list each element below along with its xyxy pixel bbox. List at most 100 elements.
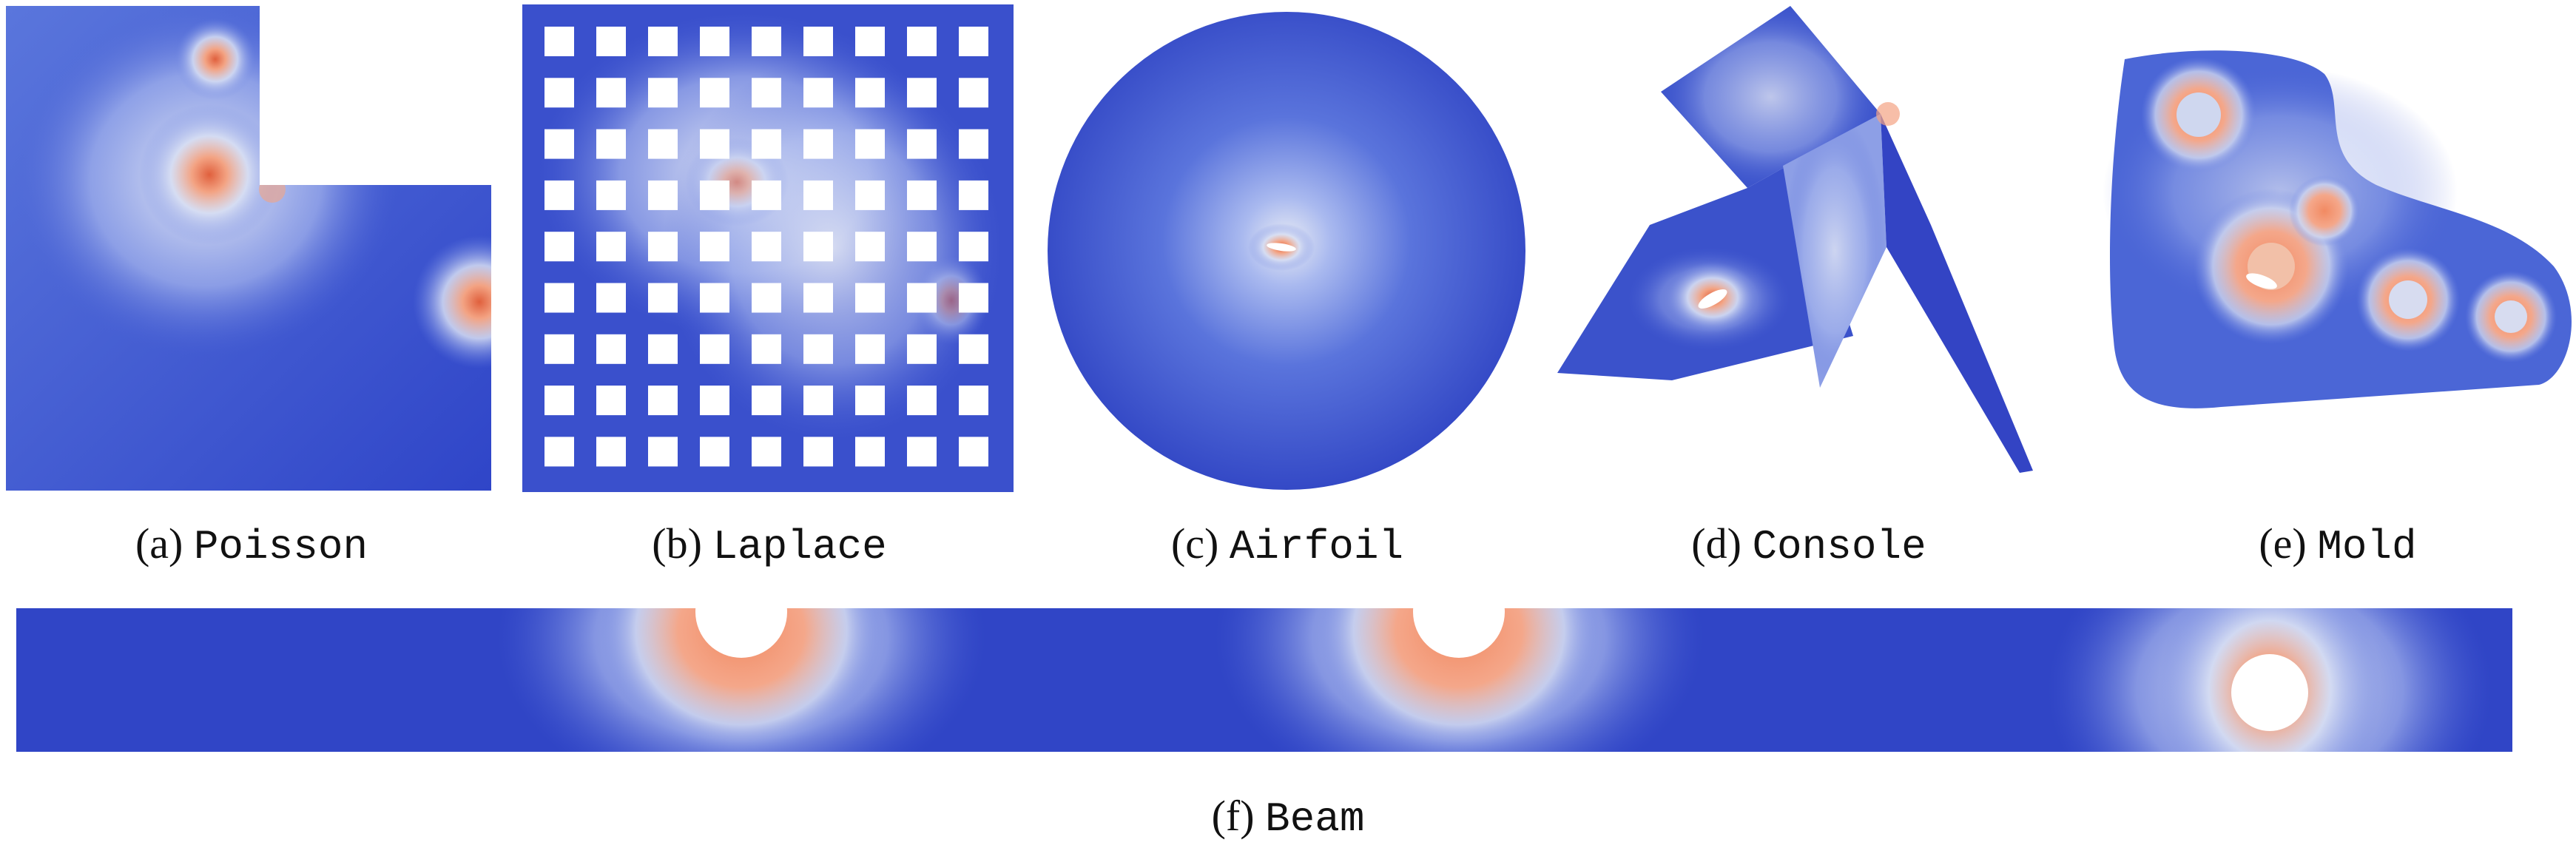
laplace-hole [596, 180, 626, 210]
laplace-hole [803, 437, 833, 467]
laplace-hole [959, 437, 988, 467]
laplace-hole [544, 283, 574, 313]
laplace-hole [855, 129, 885, 159]
laplace-hole [596, 437, 626, 467]
laplace-hole [855, 78, 885, 108]
panel-laplace-plot [522, 4, 1014, 492]
laplace-hole [700, 78, 729, 108]
laplace-hole [648, 283, 678, 313]
laplace-hole [855, 27, 885, 56]
laplace-hole [803, 386, 833, 416]
laplace-hole [648, 129, 678, 159]
laplace-hole [544, 27, 574, 56]
caption-d-name: Console [1752, 523, 1926, 571]
caption-e: (e) Mold [2182, 522, 2493, 568]
laplace-hole [700, 334, 729, 364]
laplace-hole [855, 386, 885, 416]
console-field [1557, 6, 2033, 473]
laplace-hole [803, 129, 833, 159]
laplace-hole [907, 386, 937, 416]
laplace-hole [648, 334, 678, 364]
laplace-hole [803, 232, 833, 262]
laplace-hole [596, 78, 626, 108]
laplace-hole [803, 283, 833, 313]
laplace-hole [855, 437, 885, 467]
laplace-hole [596, 27, 626, 56]
caption-f: (f) Beam [1133, 792, 1443, 841]
laplace-hole [959, 232, 988, 262]
laplace-hole [907, 232, 937, 262]
laplace-hole [544, 386, 574, 416]
caption-d: (d) Console [1653, 522, 1964, 568]
laplace-hole [544, 437, 574, 467]
laplace-hole [700, 27, 729, 56]
caption-c-name: Airfoil [1229, 523, 1404, 571]
laplace-hole [700, 437, 729, 467]
laplace-hole [907, 27, 937, 56]
panel-beam-plot [16, 608, 2512, 752]
caption-a-name: Poisson [193, 523, 368, 571]
laplace-holes [544, 27, 988, 467]
panel-mold-plot [2095, 44, 2575, 459]
laplace-hole [596, 232, 626, 262]
caption-f-letter: (f) [1211, 792, 1255, 840]
laplace-hole [803, 180, 833, 210]
laplace-hole [648, 386, 678, 416]
panel-airfoil-plot [1046, 10, 1527, 491]
caption-e-letter: (e) [2259, 519, 2307, 568]
laplace-hole [596, 334, 626, 364]
caption-b-letter: (b) [652, 519, 702, 568]
laplace-hole [959, 334, 988, 364]
caption-b-name: Laplace [712, 523, 887, 571]
laplace-hole [700, 232, 729, 262]
beam-field [16, 608, 2512, 752]
laplace-hole [907, 180, 937, 210]
panel-console-plot [1554, 3, 2034, 477]
caption-b: (b) Laplace [614, 522, 925, 568]
laplace-hole [907, 334, 937, 364]
mold-field [2103, 50, 2572, 408]
laplace-hole [959, 180, 988, 210]
caption-a: (a) Poisson [96, 522, 407, 568]
airfoil-field [1048, 12, 1525, 490]
laplace-hole [803, 78, 833, 108]
laplace-hole [752, 129, 781, 159]
laplace-hole [959, 78, 988, 108]
caption-a-letter: (a) [135, 519, 183, 568]
laplace-hole [959, 129, 988, 159]
laplace-hole [648, 437, 678, 467]
laplace-hole [544, 129, 574, 159]
laplace-hole [648, 180, 678, 210]
laplace-hole [803, 27, 833, 56]
caption-e-name: Mold [2317, 523, 2417, 571]
laplace-hole [907, 129, 937, 159]
laplace-hole [596, 283, 626, 313]
laplace-hole [752, 283, 781, 313]
laplace-hole [855, 232, 885, 262]
laplace-hole [648, 27, 678, 56]
poisson-field [6, 6, 491, 491]
laplace-hole [752, 78, 781, 108]
laplace-hole [700, 180, 729, 210]
panel-poisson-plot [6, 6, 491, 491]
laplace-hole [855, 283, 885, 313]
laplace-hole [855, 334, 885, 364]
laplace-hole [700, 386, 729, 416]
laplace-hole [648, 78, 678, 108]
laplace-hole [752, 334, 781, 364]
laplace-hole [907, 78, 937, 108]
laplace-hole [803, 334, 833, 364]
laplace-hole [700, 129, 729, 159]
laplace-hole [700, 283, 729, 313]
laplace-hole [855, 180, 885, 210]
laplace-hole [596, 129, 626, 159]
laplace-hole [648, 232, 678, 262]
caption-d-letter: (d) [1691, 519, 1742, 568]
laplace-field [522, 4, 1014, 492]
caption-c: (c) Airfoil [1132, 522, 1443, 568]
laplace-hole [907, 283, 937, 313]
laplace-hole [544, 334, 574, 364]
laplace-hole [752, 386, 781, 416]
laplace-hole [959, 27, 988, 56]
